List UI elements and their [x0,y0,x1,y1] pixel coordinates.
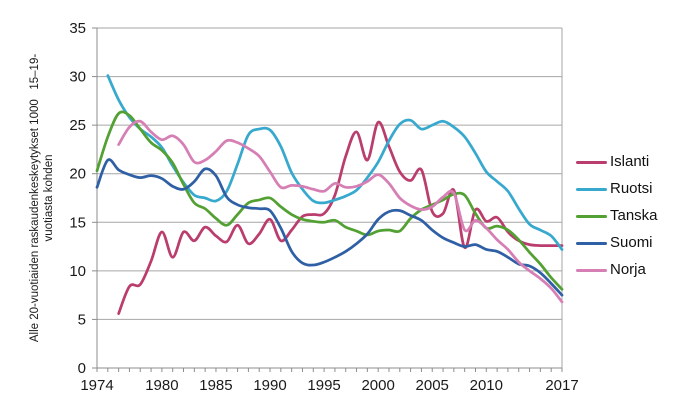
series-line-islanti [117,120,564,315]
x-tick-label: 1985 [199,377,232,394]
y-tick-label: 25 [69,117,86,134]
legend-label: Ruotsi [610,180,653,197]
legend-line-swatch [576,214,607,218]
legend-label: Islanti [610,153,650,170]
y-tick-label: 15 [69,214,86,231]
legend-label: Tanska [610,207,658,224]
legend-line-swatch [576,160,607,164]
y-axis-title: Alle 20-vuotiaiden raskaudenkeskeytykset… [29,54,55,342]
legend-item-ruotsi: Ruotsi [576,181,658,197]
legend-label: Norja [610,261,646,278]
legend-item-suomi: Suomi [576,235,658,251]
legend-line-swatch [576,241,607,245]
gridlines [97,27,562,320]
y-tick-label: 0 [78,360,86,377]
series-lines [95,74,564,315]
x-tick-label: 2000 [361,377,394,394]
legend-item-norja: Norja [576,262,658,278]
legend: Islanti Ruotsi Tanska Suomi Norja [576,154,658,278]
legend-line-swatch [576,268,607,272]
x-tick-label: 1974 [80,377,113,394]
x-tick-label: 1980 [145,377,178,394]
y-tick-label: 10 [69,263,86,280]
x-tick-label: 2005 [416,377,449,394]
series-line-norja [117,119,564,304]
legend-line-swatch [576,187,607,191]
series-line-ruotsi [106,74,564,251]
series-line-suomi [95,158,564,297]
legend-label: Suomi [610,234,653,251]
y-tick-label: 20 [69,166,86,183]
legend-item-tanska: Tanska [576,208,658,224]
y-tick-label: 5 [78,311,86,328]
y-tick-label: 35 [69,20,86,37]
legend-item-islanti: Islanti [576,154,658,170]
x-tick-label: 2017 [545,377,578,394]
y-tick-label: 30 [69,69,86,86]
x-tick-label: 2010 [470,377,503,394]
y-axis: 0 5 10 15 20 25 30 35 [69,20,97,377]
x-tick-label: 1995 [307,377,340,394]
axes [96,28,562,369]
x-axis: 1974 1980 1985 1990 1995 2000 2005 2010 2017 [80,368,579,394]
x-tick-label: 1990 [253,377,286,394]
